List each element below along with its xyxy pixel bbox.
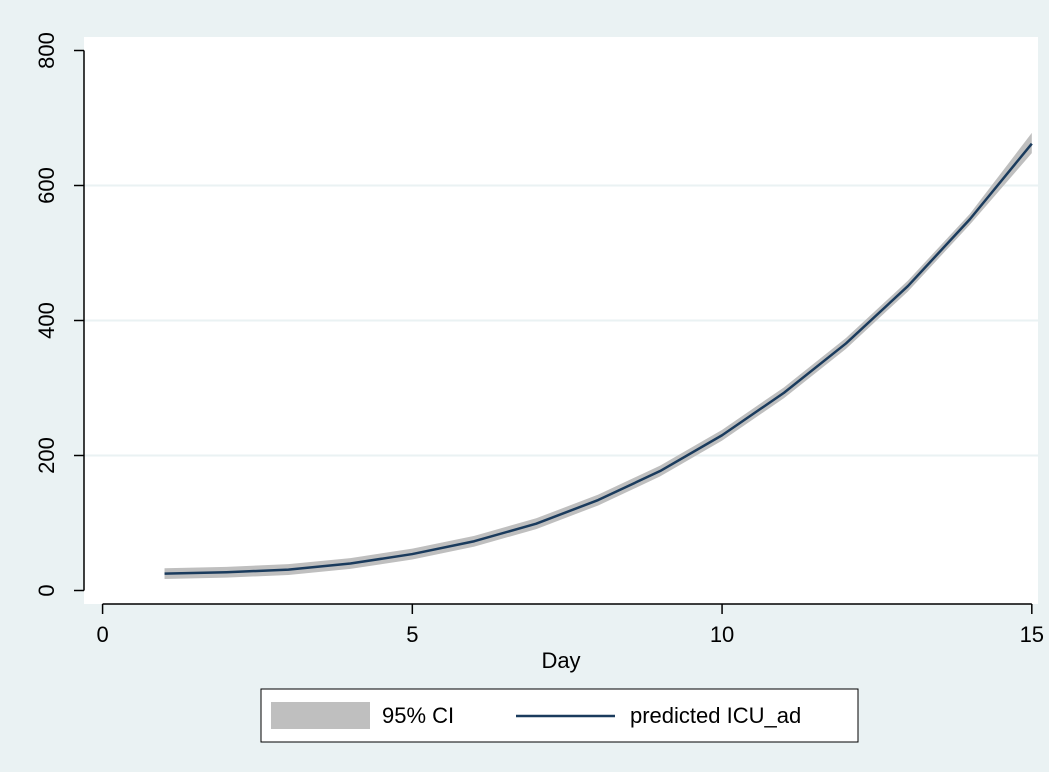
y-axis-ticks: 0 200 400 600 800 (34, 32, 84, 597)
series-line-layer (164, 142, 1033, 575)
legend-label-predicted: predicted ICU_ad (630, 703, 801, 728)
x-tick-label-15: 15 (1020, 622, 1044, 647)
legend-swatch-ci (271, 702, 370, 729)
legend-label-ci: 95% CI (382, 703, 454, 728)
x-axis-ticks: 0 5 10 15 (96, 604, 1044, 647)
x-tick-label-0: 0 (96, 622, 108, 647)
y-tick-label-0: 0 (34, 584, 59, 596)
y-tick-label-600: 600 (34, 167, 59, 204)
y-tick-label-200: 200 (34, 437, 59, 474)
x-tick-label-10: 10 (710, 622, 734, 647)
x-axis-title: Day (541, 648, 580, 673)
grid-lines (84, 184, 1038, 457)
legend: 95% CI predicted ICU_ad (260, 688, 859, 743)
predicted-line (164, 142, 1033, 575)
y-tick-label-400: 400 (34, 302, 59, 339)
x-tick-label-5: 5 (406, 622, 418, 647)
y-tick-label-800: 800 (34, 32, 59, 69)
